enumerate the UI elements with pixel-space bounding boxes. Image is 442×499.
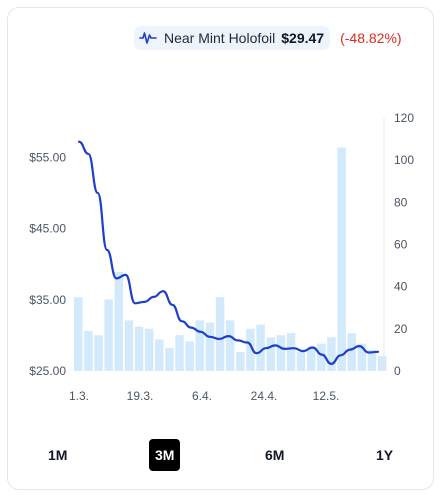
left-tick-label: $25.00 bbox=[29, 364, 66, 378]
range-1y-button[interactable]: 1Y bbox=[376, 447, 394, 463]
right-tick-label: 20 bbox=[394, 322, 408, 336]
line-series-icon bbox=[139, 32, 157, 44]
price-line bbox=[77, 140, 380, 365]
volume-bar bbox=[134, 326, 144, 371]
volume-bar bbox=[155, 339, 164, 371]
volume-bar bbox=[144, 328, 154, 371]
volume-bar bbox=[286, 333, 296, 371]
volume-bar bbox=[114, 271, 123, 371]
volume-bar bbox=[276, 335, 286, 371]
series-change: (-48.82%) bbox=[340, 30, 402, 46]
volume-bar bbox=[185, 341, 194, 371]
volume-bar bbox=[327, 337, 336, 371]
volume-bar bbox=[347, 333, 356, 371]
legend-item[interactable]: Near Mint Holofoil $29.47 bbox=[134, 26, 331, 50]
volume-bar bbox=[94, 335, 103, 371]
x-tick-label: 12.5. bbox=[313, 389, 340, 403]
range-selector: 1M 3M 6M 1Y bbox=[0, 439, 442, 473]
volume-bar bbox=[367, 349, 377, 371]
volume-bar bbox=[84, 330, 93, 371]
right-tick-label: 40 bbox=[394, 280, 408, 294]
x-tick-label: 1.3. bbox=[69, 389, 89, 403]
right-axis: 0 20 40 60 80 100 120 bbox=[394, 111, 414, 378]
volume-bar bbox=[256, 324, 265, 371]
volume-bar bbox=[317, 343, 326, 371]
left-tick-label: $55.00 bbox=[29, 150, 66, 164]
series-price: $29.47 bbox=[281, 30, 325, 46]
chart-card bbox=[7, 7, 434, 490]
range-6m-button[interactable]: 6M bbox=[265, 447, 285, 463]
right-tick-label: 60 bbox=[394, 238, 408, 252]
volume-bar bbox=[225, 320, 235, 371]
volume-bar bbox=[236, 352, 245, 371]
x-axis: 1.3. 19.3. 6.4. 24.4. 12.5. bbox=[69, 389, 339, 403]
right-tick-label: 80 bbox=[394, 195, 408, 209]
left-axis: $25.00 $35.00 $45.00 $55.00 bbox=[29, 150, 66, 378]
volume-bar bbox=[246, 328, 255, 371]
x-tick-label: 6.4. bbox=[192, 389, 212, 403]
volume-bar bbox=[195, 320, 204, 371]
volume-bar bbox=[205, 322, 215, 371]
left-tick-label: $35.00 bbox=[29, 293, 66, 307]
volume-bar bbox=[104, 299, 113, 371]
x-tick-label: 19.3. bbox=[127, 389, 154, 403]
volume-bar bbox=[74, 297, 83, 371]
volume-bar bbox=[215, 297, 225, 371]
volume-bar bbox=[337, 147, 346, 371]
legend: Near Mint Holofoil $29.47 (-48.82%) bbox=[134, 26, 402, 50]
range-1m-button[interactable]: 1M bbox=[48, 447, 68, 463]
volume-bar bbox=[124, 320, 134, 371]
volume-bar bbox=[296, 352, 306, 371]
volume-bars bbox=[74, 147, 387, 371]
right-tick-label: 0 bbox=[394, 364, 401, 378]
left-tick-label: $45.00 bbox=[29, 222, 66, 236]
right-tick-label: 100 bbox=[394, 153, 414, 167]
volume-bar bbox=[307, 347, 316, 371]
volume-bar bbox=[165, 347, 174, 371]
volume-bar bbox=[377, 356, 387, 371]
volume-bar bbox=[357, 343, 367, 371]
volume-bar bbox=[175, 335, 184, 371]
right-tick-label: 120 bbox=[394, 111, 414, 125]
volume-bar bbox=[266, 337, 275, 371]
x-tick-label: 24.4. bbox=[251, 389, 278, 403]
range-3m-button[interactable]: 3M bbox=[149, 439, 181, 471]
series-name: Near Mint Holofoil bbox=[164, 30, 276, 46]
